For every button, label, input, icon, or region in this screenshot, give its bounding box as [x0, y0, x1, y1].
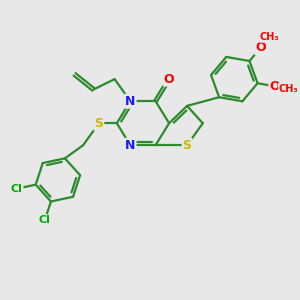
Text: CH₃: CH₃ — [260, 32, 280, 42]
Text: O: O — [164, 73, 174, 85]
Text: S: S — [183, 139, 192, 152]
Text: O: O — [269, 80, 280, 93]
Text: N: N — [125, 95, 136, 108]
Text: N: N — [125, 139, 136, 152]
Text: CH₃: CH₃ — [279, 84, 298, 94]
Text: Cl: Cl — [39, 215, 51, 225]
Text: S: S — [94, 117, 103, 130]
Text: Cl: Cl — [11, 184, 22, 194]
Text: O: O — [255, 41, 266, 54]
